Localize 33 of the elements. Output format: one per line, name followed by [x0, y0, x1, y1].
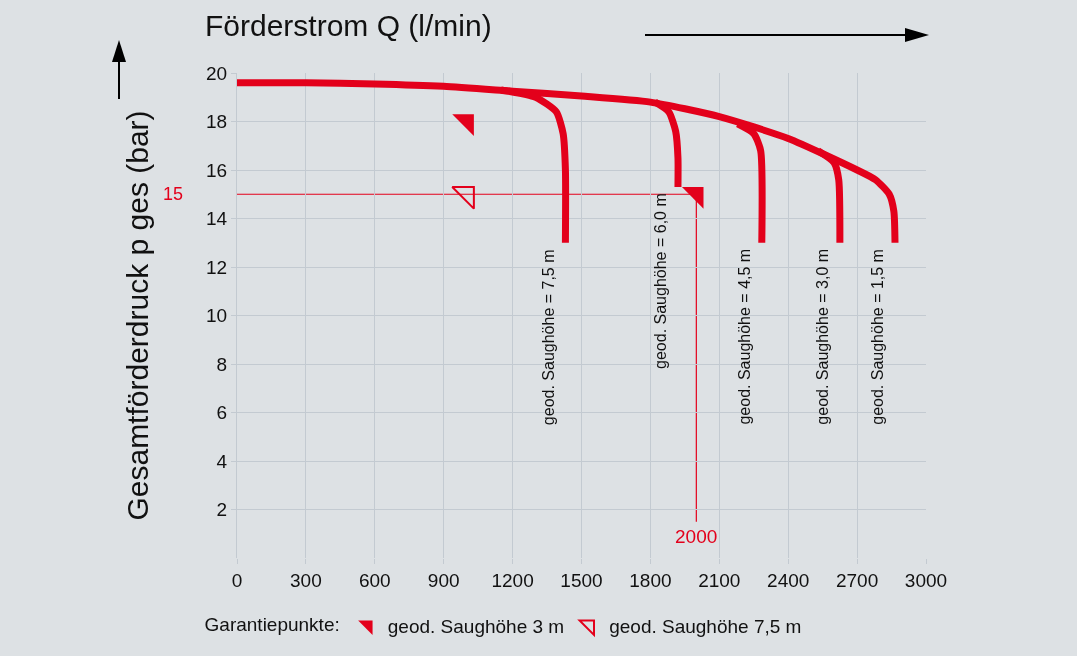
legend-label: geod. Saughöhe 7,5 m [609, 615, 802, 637]
x-tick-label: 300 [290, 569, 322, 591]
annotation: geod. Saughöhe = 7,5 m [539, 249, 557, 426]
y-axis-title: Gesamtförderdruck p ges (bar) [121, 110, 155, 521]
x-tick-label: 1800 [629, 569, 672, 591]
legend-label: geod. Saughöhe 3 m [387, 615, 565, 637]
y-tick-label: 20 [206, 62, 228, 84]
y-tick-label: 14 [206, 208, 228, 230]
y-tick-label: 12 [206, 256, 228, 278]
x-tick-label: 600 [358, 569, 391, 591]
ref-line-label: 2000 [675, 526, 718, 547]
ref-line-label: 15 [163, 184, 184, 204]
annotation: geod. Saughöhe = 6,0 m [651, 193, 669, 369]
x-tick-label: 1200 [491, 569, 534, 591]
x-tick-label: 900 [427, 569, 460, 591]
annotation: geod. Saughöhe = 1,5 m [869, 249, 887, 425]
y-tick-label: 10 [206, 305, 228, 327]
annotation: geod. Saughöhe = 3,0 m [814, 248, 832, 425]
y-tick-label: 4 [216, 450, 228, 472]
x-tick-label: 1500 [560, 569, 603, 591]
x-tick-label: 0 [231, 569, 243, 591]
y-tick-label: 16 [206, 159, 228, 181]
annotation: geod. Saughöhe = 4,5 m [736, 248, 754, 425]
y-tick-label: 2 [216, 499, 228, 521]
x-tick-label: 2400 [767, 569, 810, 591]
x-axis-title: Förderstrom Q (l/min) [205, 9, 492, 42]
x-tick-label: 2700 [835, 569, 879, 591]
y-tick-label: 6 [216, 402, 228, 424]
x-tick-label: 3000 [904, 569, 948, 591]
y-tick-label: 8 [216, 353, 228, 375]
x-tick-label: 2100 [698, 569, 741, 591]
legend-title: Garantiepunkte: [204, 614, 340, 636]
y-tick-label: 18 [206, 111, 228, 133]
